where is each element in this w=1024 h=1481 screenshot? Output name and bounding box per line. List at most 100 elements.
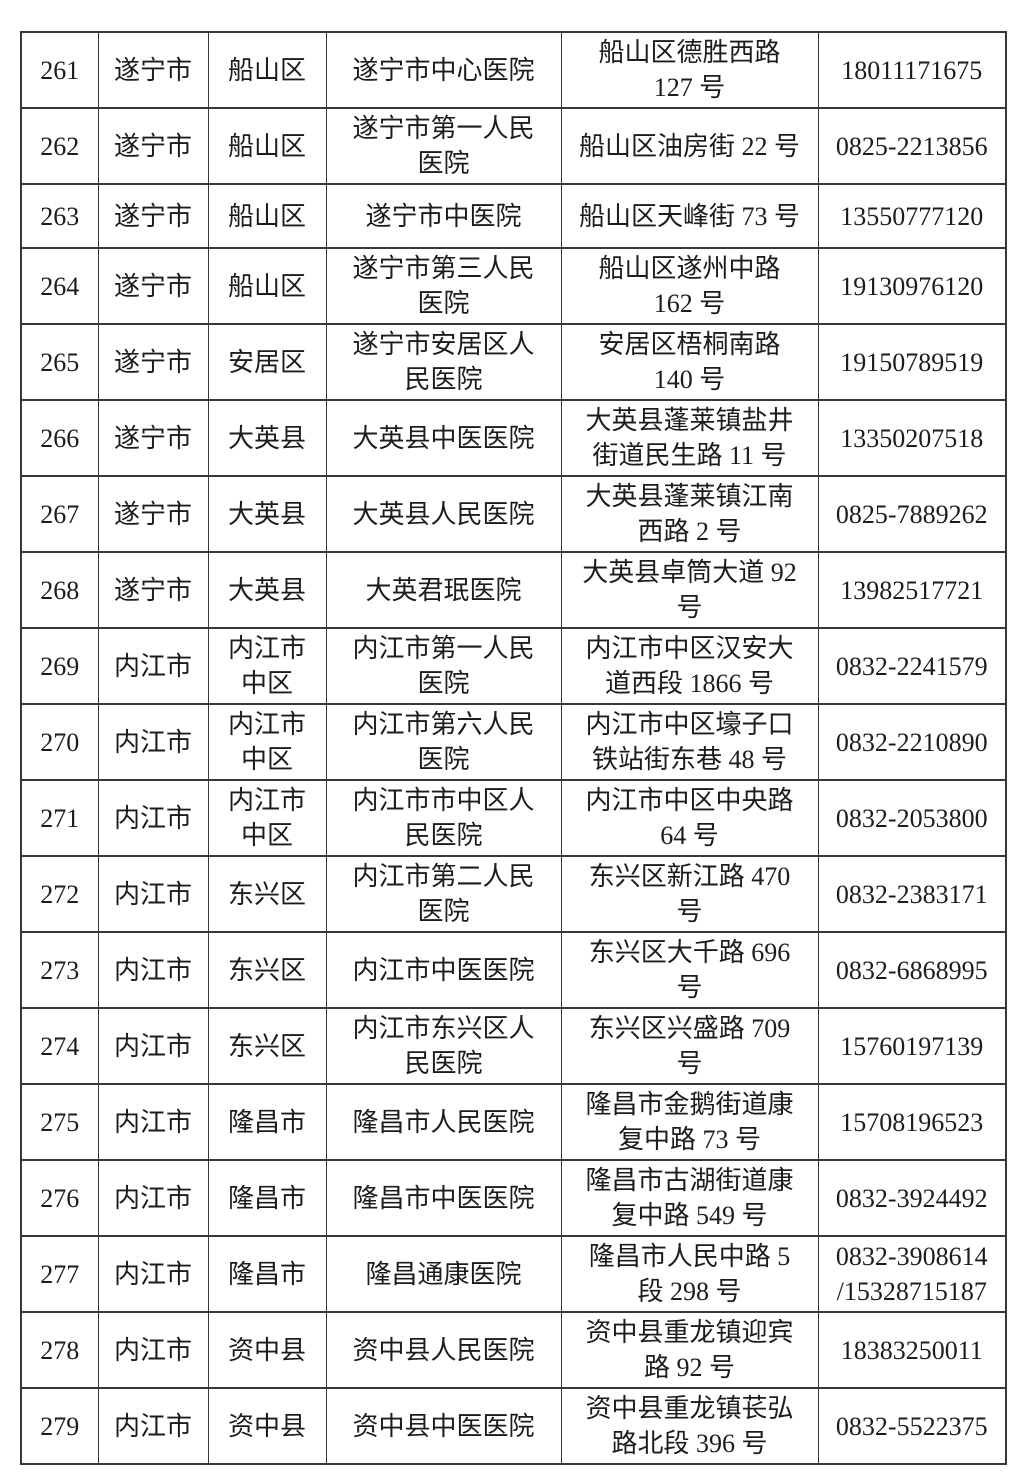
cell-hospital-name: 资中县人民医院 (325, 1311, 562, 1389)
cell-address: 大英县蓬莱镇盐井 街道民生路 11 号 (560, 399, 819, 477)
cell-phone: 0825-2213856 (817, 107, 1007, 185)
cell-district: 大英县 (207, 399, 327, 477)
cell-row-number: 274 (20, 1007, 99, 1085)
cell-phone: 13982517721 (817, 551, 1007, 629)
cell-district: 东兴区 (207, 1007, 327, 1085)
cell-row-number: 278 (20, 1311, 99, 1389)
table-row: 276 内江市 隆昌市 隆昌市中医医院 隆昌市古湖街道康 复中路 549 号 0… (20, 1159, 1007, 1237)
cell-row-number: 266 (20, 399, 99, 477)
table-row: 274 内江市 东兴区 内江市东兴区人 民医院 东兴区兴盛路 709 号 157… (20, 1007, 1007, 1085)
cell-district: 内江市 中区 (207, 779, 327, 857)
table-row: 263 遂宁市 船山区 遂宁市中医院 船山区天峰街 73 号 135507771… (20, 183, 1007, 249)
table-row: 279 内江市 资中县 资中县中医医院 资中县重龙镇苌弘 路北段 396 号 0… (20, 1387, 1007, 1465)
cell-phone: 13550777120 (817, 183, 1007, 249)
cell-address: 船山区德胜西路 127 号 (560, 31, 819, 109)
cell-row-number: 261 (20, 31, 99, 109)
table-row: 275 内江市 隆昌市 隆昌市人民医院 隆昌市金鹅街道康 复中路 73 号 15… (20, 1083, 1007, 1161)
hospital-table-body: 261 遂宁市 船山区 遂宁市中心医院 船山区德胜西路 127 号 180111… (20, 31, 1007, 1465)
cell-hospital-name: 大英君珉医院 (325, 551, 562, 629)
cell-phone: 0825-7889262 (817, 475, 1007, 553)
cell-city: 内江市 (97, 779, 209, 857)
cell-address: 隆昌市人民中路 5 段 298 号 (560, 1235, 819, 1313)
cell-district: 资中县 (207, 1311, 327, 1389)
cell-address: 东兴区兴盛路 709 号 (560, 1007, 819, 1085)
cell-city: 遂宁市 (97, 107, 209, 185)
cell-phone: 15708196523 (817, 1083, 1007, 1161)
cell-row-number: 267 (20, 475, 99, 553)
cell-address: 东兴区大千路 696 号 (560, 931, 819, 1009)
cell-city: 内江市 (97, 931, 209, 1009)
cell-phone: 15760197139 (817, 1007, 1007, 1085)
cell-row-number: 276 (20, 1159, 99, 1237)
cell-hospital-name: 内江市第二人民 医院 (325, 855, 562, 933)
cell-phone: 13350207518 (817, 399, 1007, 477)
cell-district: 船山区 (207, 31, 327, 109)
cell-address: 船山区油房街 22 号 (560, 107, 819, 185)
cell-hospital-name: 隆昌通康医院 (325, 1235, 562, 1313)
table-row: 262 遂宁市 船山区 遂宁市第一人民 医院 船山区油房街 22 号 0825-… (20, 107, 1007, 185)
cell-city: 遂宁市 (97, 399, 209, 477)
cell-hospital-name: 遂宁市中医院 (325, 183, 562, 249)
cell-city: 内江市 (97, 1235, 209, 1313)
cell-phone: 19130976120 (817, 247, 1007, 325)
cell-hospital-name: 隆昌市人民医院 (325, 1083, 562, 1161)
cell-row-number: 277 (20, 1235, 99, 1313)
cell-phone: 0832-5522375 (817, 1387, 1007, 1465)
cell-hospital-name: 内江市第一人民 医院 (325, 627, 562, 705)
cell-city: 遂宁市 (97, 323, 209, 401)
cell-address: 大英县卓筒大道 92 号 (560, 551, 819, 629)
cell-hospital-name: 遂宁市安居区人 民医院 (325, 323, 562, 401)
cell-address: 内江市中区汉安大 道西段 1866 号 (560, 627, 819, 705)
cell-address: 安居区梧桐南路 140 号 (560, 323, 819, 401)
cell-hospital-name: 遂宁市中心医院 (325, 31, 562, 109)
cell-address: 隆昌市金鹅街道康 复中路 73 号 (560, 1083, 819, 1161)
cell-row-number: 279 (20, 1387, 99, 1465)
cell-hospital-name: 大英县中医医院 (325, 399, 562, 477)
cell-city: 内江市 (97, 1387, 209, 1465)
cell-address: 隆昌市古湖街道康 复中路 549 号 (560, 1159, 819, 1237)
table-row: 278 内江市 资中县 资中县人民医院 资中县重龙镇迎宾 路 92 号 1838… (20, 1311, 1007, 1389)
cell-address: 大英县蓬莱镇江南 西路 2 号 (560, 475, 819, 553)
table-row: 272 内江市 东兴区 内江市第二人民 医院 东兴区新江路 470 号 0832… (20, 855, 1007, 933)
cell-row-number: 263 (20, 183, 99, 249)
cell-address: 船山区遂州中路 162 号 (560, 247, 819, 325)
cell-district: 东兴区 (207, 931, 327, 1009)
cell-hospital-name: 遂宁市第三人民 医院 (325, 247, 562, 325)
cell-city: 内江市 (97, 703, 209, 781)
cell-phone: 0832-3924492 (817, 1159, 1007, 1237)
cell-phone: 18383250011 (817, 1311, 1007, 1389)
cell-address: 东兴区新江路 470 号 (560, 855, 819, 933)
table-row: 269 内江市 内江市 中区 内江市第一人民 医院 内江市中区汉安大 道西段 1… (20, 627, 1007, 705)
cell-phone: 0832-2053800 (817, 779, 1007, 857)
cell-row-number: 265 (20, 323, 99, 401)
cell-city: 内江市 (97, 1311, 209, 1389)
cell-city: 遂宁市 (97, 475, 209, 553)
cell-city: 内江市 (97, 627, 209, 705)
cell-hospital-name: 资中县中医医院 (325, 1387, 562, 1465)
cell-city: 内江市 (97, 855, 209, 933)
cell-row-number: 273 (20, 931, 99, 1009)
cell-city: 遂宁市 (97, 247, 209, 325)
cell-district: 船山区 (207, 247, 327, 325)
table-row: 266 遂宁市 大英县 大英县中医医院 大英县蓬莱镇盐井 街道民生路 11 号 … (20, 399, 1007, 477)
cell-phone: 0832-2210890 (817, 703, 1007, 781)
table-row: 267 遂宁市 大英县 大英县人民医院 大英县蓬莱镇江南 西路 2 号 0825… (20, 475, 1007, 553)
cell-phone: 0832-2241579 (817, 627, 1007, 705)
cell-row-number: 262 (20, 107, 99, 185)
cell-hospital-name: 内江市东兴区人 民医院 (325, 1007, 562, 1085)
cell-hospital-name: 大英县人民医院 (325, 475, 562, 553)
cell-city: 遂宁市 (97, 183, 209, 249)
cell-phone: 0832-6868995 (817, 931, 1007, 1009)
cell-address: 资中县重龙镇苌弘 路北段 396 号 (560, 1387, 819, 1465)
cell-city: 内江市 (97, 1007, 209, 1085)
cell-district: 东兴区 (207, 855, 327, 933)
cell-city: 遂宁市 (97, 31, 209, 109)
cell-address: 内江市中区中央路 64 号 (560, 779, 819, 857)
table-row: 273 内江市 东兴区 内江市中医医院 东兴区大千路 696 号 0832-68… (20, 931, 1007, 1009)
table-row: 265 遂宁市 安居区 遂宁市安居区人 民医院 安居区梧桐南路 140 号 19… (20, 323, 1007, 401)
cell-district: 资中县 (207, 1387, 327, 1465)
cell-row-number: 271 (20, 779, 99, 857)
cell-phone: 0832-2383171 (817, 855, 1007, 933)
cell-city: 内江市 (97, 1159, 209, 1237)
cell-district: 大英县 (207, 475, 327, 553)
